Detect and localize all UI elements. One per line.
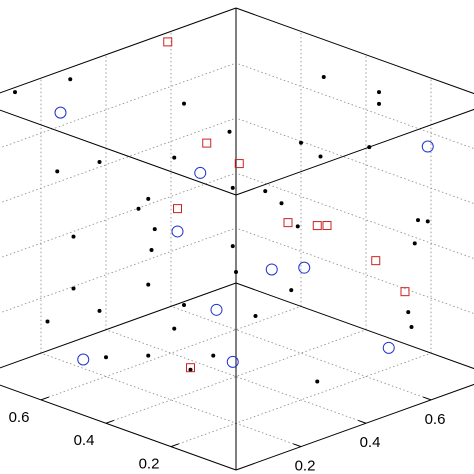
- point: [289, 288, 294, 293]
- point: [186, 363, 195, 373]
- point: [265, 263, 278, 276]
- tick-mark: [423, 396, 432, 401]
- grid-line: [0, 227, 237, 314]
- point: [406, 310, 411, 315]
- point: [253, 314, 258, 318]
- point: [230, 244, 235, 249]
- tick-mark: [170, 443, 179, 448]
- point: [299, 140, 303, 145]
- point: [45, 319, 50, 324]
- point: [234, 159, 244, 169]
- point: [172, 326, 177, 331]
- point: [194, 166, 207, 179]
- point: [230, 185, 235, 190]
- point: [188, 367, 193, 372]
- point: [202, 138, 212, 148]
- point: [227, 129, 232, 134]
- point: [171, 225, 184, 238]
- point: [54, 106, 67, 119]
- tick-mark: [105, 419, 114, 424]
- grid-line: [235, 172, 474, 260]
- point: [315, 379, 320, 384]
- point: [367, 145, 372, 150]
- grid-line: [170, 305, 432, 401]
- point: [322, 221, 332, 231]
- point: [377, 101, 381, 106]
- point: [146, 282, 151, 287]
- point: [182, 303, 186, 307]
- box-edge: [235, 108, 474, 196]
- point: [421, 140, 434, 153]
- box-edge: [0, 109, 237, 196]
- point: [172, 155, 177, 160]
- box-edge: [0, 384, 237, 471]
- box-edge: [0, 7, 237, 94]
- grid-line: [0, 172, 237, 259]
- grid-line: [235, 117, 474, 205]
- box-edge: [0, 282, 237, 369]
- point: [312, 221, 322, 231]
- x-tick-label: 0.6: [425, 411, 446, 428]
- point: [279, 201, 284, 206]
- point: [226, 355, 239, 368]
- tick-mark: [293, 443, 302, 448]
- grid-line: [0, 62, 237, 149]
- point: [377, 90, 381, 95]
- point: [211, 353, 216, 358]
- point: [371, 256, 381, 266]
- grid-line: [235, 62, 474, 150]
- point: [68, 77, 73, 82]
- point: [234, 270, 238, 274]
- point: [71, 234, 76, 239]
- tick-mark: [358, 419, 367, 424]
- point: [173, 204, 182, 214]
- point: [136, 206, 141, 211]
- point: [283, 218, 293, 228]
- point: [321, 74, 326, 79]
- point: [382, 341, 395, 354]
- x-tick-label: 0.2: [295, 458, 316, 474]
- point: [152, 227, 157, 232]
- grid-line: [0, 117, 237, 204]
- tick-mark: [40, 396, 49, 401]
- point: [298, 261, 311, 274]
- box-edge: [235, 282, 474, 370]
- x-tick-label: 0.4: [360, 434, 381, 451]
- point: [263, 189, 268, 194]
- point: [146, 196, 151, 201]
- grid-line: [40, 305, 302, 401]
- point: [400, 287, 410, 297]
- point: [104, 355, 108, 360]
- point: [146, 353, 151, 358]
- point: [55, 169, 60, 174]
- point: [409, 325, 414, 329]
- point: [318, 154, 323, 159]
- point: [425, 219, 430, 224]
- point: [182, 101, 186, 106]
- point: [77, 353, 90, 366]
- y-tick-label: 0.4: [74, 432, 95, 449]
- point: [97, 308, 102, 313]
- y-tick-label: 0.6: [9, 409, 30, 426]
- point: [163, 37, 173, 47]
- point: [13, 90, 17, 95]
- point: [412, 241, 417, 246]
- point: [295, 224, 300, 229]
- point: [210, 303, 223, 316]
- y-tick-label: 0.2: [139, 456, 160, 473]
- point: [149, 248, 154, 252]
- point: [416, 218, 420, 223]
- point: [71, 286, 76, 291]
- point: [97, 160, 102, 164]
- box-edge: [235, 7, 474, 95]
